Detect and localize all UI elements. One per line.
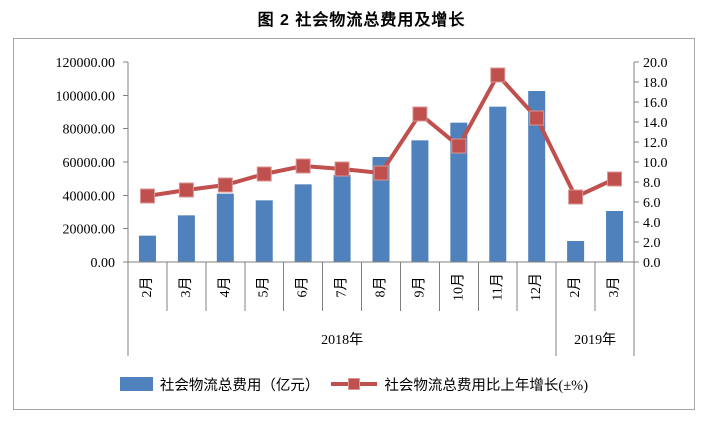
month-tick-label: 4月: [217, 277, 233, 298]
year-group-label: 2019年: [574, 332, 616, 348]
growth-marker: [529, 110, 545, 126]
left-axis-tick-label: 60000.00: [63, 156, 116, 171]
total-cost-bar: [450, 122, 468, 263]
legend: 社会物流总费用（亿元） 社会物流总费用比上年增长(±%): [14, 368, 694, 400]
line-series-square-icon: [348, 378, 361, 390]
total-cost-bar: [489, 106, 507, 263]
growth-marker: [451, 138, 467, 154]
left-axis-tick-label: 80000.00: [63, 123, 116, 138]
line-series-label: 社会物流总费用比上年增长(±%): [384, 377, 589, 394]
growth-marker: [139, 188, 155, 204]
total-cost-bar: [255, 200, 273, 262]
growth-marker: [217, 177, 233, 193]
month-tick-label: 9月: [411, 277, 427, 298]
bar-series-label: 社会物流总费用（亿元）: [159, 377, 320, 394]
growth-marker: [256, 166, 272, 182]
right-axis-tick-label: 4.0: [643, 216, 661, 231]
right-axis-tick-label: 2.0: [643, 236, 661, 251]
right-axis-tick-label: 0.0: [643, 256, 661, 271]
line-series-marker-icon: [331, 377, 378, 392]
month-tick-label: 11月: [489, 273, 505, 300]
right-axis-tick-label: 8.0: [643, 176, 661, 191]
total-cost-bar: [138, 235, 156, 262]
total-cost-bar: [216, 193, 234, 262]
growth-marker: [607, 171, 623, 187]
legend-item-growth: 社会物流总费用比上年增长(±%): [331, 374, 588, 395]
total-cost-bar: [411, 140, 429, 262]
month-tick-label: 3月: [606, 277, 622, 298]
total-cost-bar: [294, 184, 312, 262]
total-cost-bar: [606, 211, 624, 262]
left-axis-tick-label: 100000.00: [56, 89, 116, 104]
right-axis-tick-label: 12.0: [643, 136, 668, 151]
month-tick-label: 7月: [334, 277, 350, 298]
total-cost-bar: [333, 175, 351, 262]
right-axis-tick-label: 18.0: [643, 76, 668, 91]
bar-series-swatch-icon: [119, 377, 153, 391]
left-axis-tick-label: 20000.00: [63, 223, 116, 238]
right-axis-tick-label: 6.0: [643, 196, 661, 211]
growth-marker: [412, 106, 428, 122]
month-tick-label: 12月: [528, 273, 544, 301]
month-tick-label: 2月: [139, 277, 155, 298]
year-group-label: 2018年: [321, 332, 363, 348]
plot-area: 120000.00 100000.00 80000.00 60000.00 40000.…: [56, 56, 668, 356]
growth-marker: [178, 182, 194, 198]
total-cost-bar: [567, 241, 585, 262]
growth-marker: [373, 165, 389, 181]
month-tick-label: 10月: [450, 273, 466, 301]
month-tick-label: 6月: [295, 277, 311, 298]
growth-marker: [490, 67, 506, 83]
chart-box: 120000.00 100000.00 80000.00 60000.00 40000.…: [13, 38, 695, 410]
right-axis-tick-label: 10.0: [643, 156, 668, 171]
left-axis-tick-label: 40000.00: [63, 189, 116, 204]
left-axis-tick-label: 0.00: [91, 256, 116, 271]
month-tick-label: 2月: [567, 277, 583, 298]
chart-title: 图 2 社会物流总费用及增长: [257, 12, 466, 29]
month-tick-label: 5月: [256, 277, 272, 298]
total-cost-bar: [528, 91, 546, 262]
legend-item-total-cost: 社会物流总费用（亿元）: [119, 374, 320, 395]
left-axis-tick-label: 120000.00: [56, 56, 116, 71]
total-cost-bar: [177, 215, 195, 262]
growth-marker: [568, 189, 584, 205]
right-axis-tick-label: 20.0: [643, 56, 668, 71]
growth-marker: [295, 158, 311, 174]
total-cost-bar: [372, 157, 390, 262]
right-axis-tick-label: 14.0: [643, 116, 668, 131]
right-axis-tick-label: 16.0: [643, 96, 668, 111]
growth-marker: [334, 161, 350, 177]
month-tick-label: 3月: [178, 277, 194, 298]
month-tick-label: 8月: [373, 277, 389, 298]
